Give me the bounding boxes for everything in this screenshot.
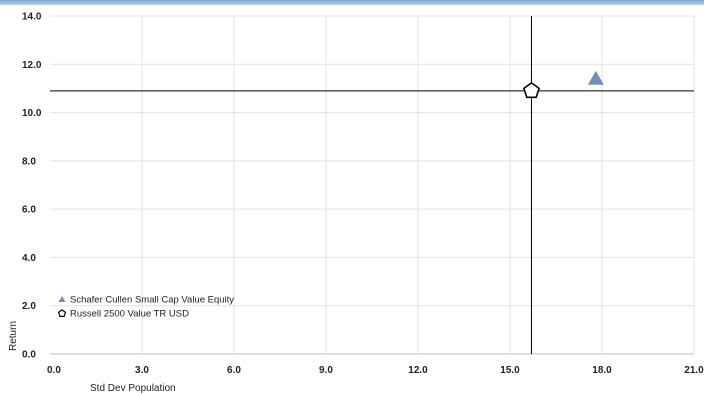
reference-lines — [50, 16, 694, 354]
point-russell-2500 — [522, 81, 541, 99]
point-schafer-cullen — [587, 70, 604, 85]
x-tick-label: 9.0 — [319, 365, 333, 376]
y-tick-label: 12.0 — [22, 60, 42, 71]
x-tick-label: 21.0 — [684, 365, 704, 376]
x-tick-label: 3.0 — [135, 365, 149, 376]
x-tick-label: 6.0 — [227, 365, 241, 376]
tick-labels: 0.0 2.0 4.0 6.0 8.0 10.0 12.0 14.0 0.0 3.0 6.0 9.0 1… — [22, 12, 704, 377]
grid-lines — [50, 15, 695, 355]
x-axis-title: Std Dev Population — [90, 383, 176, 394]
y-tick-label: 14.0 — [22, 12, 42, 23]
legend-item-fund: Schafer Cullen Small Cap Value Equity — [58, 295, 234, 306]
x-tick-label: 0.0 — [47, 365, 61, 376]
y-tick-label: 2.0 — [22, 301, 36, 312]
y-tick-label: 0.0 — [22, 350, 36, 361]
legend-triangle-marker — [58, 296, 66, 302]
y-axis-title: Return — [8, 321, 19, 351]
y-tick-label: 8.0 — [22, 156, 36, 167]
y-tick-label: 4.0 — [22, 253, 36, 264]
y-tick-label: 6.0 — [22, 205, 36, 216]
data-points — [522, 70, 604, 99]
top-accent-bar — [0, 0, 704, 5]
legend-label-benchmark: Russell 2500 Value TR USD — [70, 309, 189, 320]
legend-pentagon-marker — [57, 309, 67, 318]
x-tick-label: 18.0 — [592, 365, 612, 376]
y-tick-label: 10.0 — [22, 108, 42, 119]
legend-item-benchmark: Russell 2500 Value TR USD — [57, 309, 189, 320]
legend: Schafer Cullen Small Cap Value Equity Ru… — [57, 295, 234, 320]
legend-label-fund: Schafer Cullen Small Cap Value Equity — [70, 295, 234, 306]
x-tick-label: 15.0 — [500, 365, 520, 376]
x-tick-label: 12.0 — [408, 365, 428, 376]
